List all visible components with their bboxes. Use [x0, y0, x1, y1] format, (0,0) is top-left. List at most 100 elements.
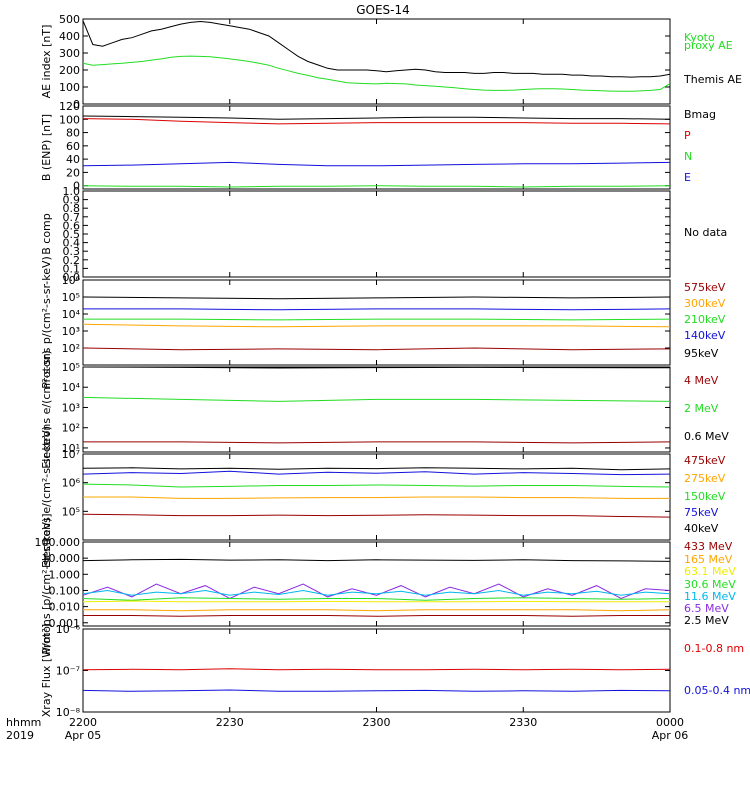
legend-entry: Kyoto — [684, 31, 715, 44]
legend-entry: 2 MeV — [684, 402, 719, 415]
y-tick-label: 0.5 — [63, 228, 81, 241]
y-axis-label: Electrons e/(cm²-s-sr-keV) — [40, 426, 53, 568]
y-tick-label: 10⁻⁸ — [56, 706, 81, 719]
series-line-green — [83, 318, 671, 321]
y-axis-label: B (ENP) [nT] — [40, 114, 53, 181]
y-tick-label: 10⁶ — [62, 274, 81, 287]
legend-entry: 475keV — [684, 454, 726, 467]
y-tick-label: 60 — [66, 140, 80, 153]
series-line-black — [82, 467, 671, 471]
y-tick-label: 10⁻⁷ — [56, 665, 80, 678]
panel-frame — [82, 541, 671, 627]
legend-entry: 2.5 MeV — [684, 614, 729, 627]
legend-entry: 6.5 MeV — [684, 602, 729, 615]
legend-entry: 210keV — [684, 313, 726, 326]
y-tick-label: 10⁵ — [62, 291, 80, 304]
y-tick-label: 500 — [59, 13, 80, 26]
y-tick-label: 10² — [62, 342, 80, 355]
series-line-blue — [82, 161, 671, 167]
series-line-black — [82, 296, 671, 300]
series-line-green — [82, 483, 671, 488]
y-axis-label: AE index [nT] — [40, 25, 53, 99]
plot-title: GOES-14 — [356, 3, 410, 17]
legend-entry: N — [684, 150, 692, 163]
y-tick-label: 1.0 — [63, 185, 81, 198]
y-tick-label: 0.1 — [63, 262, 81, 275]
series-line-yellow — [82, 600, 670, 603]
y-tick-label: 0.8 — [63, 202, 81, 215]
time-axis-year: 2019 — [6, 729, 34, 742]
y-tick-label: 100 — [59, 113, 80, 126]
time-tick-label: 2230 — [216, 716, 244, 729]
y-tick-label: 10⁷ — [62, 448, 80, 461]
legend-entry: 575keV — [684, 281, 726, 294]
y-tick-label: 0.9 — [63, 194, 81, 207]
y-tick-label: 10³ — [62, 325, 80, 338]
series-line-cyan — [82, 589, 671, 596]
series-line-green — [82, 55, 671, 92]
series-line-black — [82, 20, 671, 78]
legend-entry: Themis AE — [683, 73, 742, 86]
legend-entry: 150keV — [684, 490, 726, 503]
series-line-black — [82, 558, 671, 562]
panel-frame — [82, 18, 671, 105]
y-tick-label: 120 — [59, 100, 80, 113]
series-line-red — [82, 668, 671, 671]
y-axis-label: Xray Flux [W/m²] — [40, 624, 53, 717]
y-axis-label: Protons [p/(cm²-sr-s-keV)] — [40, 513, 53, 654]
y-tick-label: 10.000 — [42, 552, 81, 565]
legend-entry: 165 MeV — [684, 553, 733, 566]
y-tick-label: 100 — [59, 81, 80, 94]
y-tick-label: 0.4 — [63, 237, 81, 250]
panel-frame — [82, 628, 671, 713]
y-tick-label: 200 — [59, 64, 80, 77]
series-line-orange — [83, 496, 670, 499]
time-tick-label: 2330 — [509, 716, 537, 729]
y-tick-label: 400 — [59, 30, 80, 43]
y-tick-label: 0.7 — [63, 211, 81, 224]
y-axis-label: Protons p/(cm²-s-sr-keV) — [40, 256, 53, 389]
y-tick-label: 0 — [73, 98, 80, 111]
legend-entry: 433 MeV — [684, 540, 733, 553]
legend-entry: 0.05-0.4 nm — [684, 684, 750, 697]
y-tick-label: 0.001 — [49, 617, 81, 630]
y-tick-label: 100.000 — [35, 536, 81, 549]
series-line-blue — [83, 308, 671, 311]
legend-entry: 11.6 MeV — [684, 590, 736, 603]
legend-entry: No data — [684, 226, 727, 239]
y-tick-label: 0.100 — [49, 584, 81, 597]
series-line-darkred — [82, 513, 671, 518]
y-tick-label: 0.6 — [63, 219, 81, 232]
series-line-orange — [82, 323, 671, 328]
series-line-black — [82, 115, 671, 120]
time-axis-prefix: hhmm — [6, 716, 41, 729]
series-line-red — [82, 118, 671, 125]
y-tick-label: 300 — [59, 47, 80, 60]
series-line-purple — [82, 583, 671, 600]
legend-entry: 140keV — [684, 329, 726, 342]
y-axis-label: Electrons e/(cm²-s-sr) — [40, 350, 53, 469]
y-tick-label: 10² — [62, 422, 80, 435]
y-tick-label: 10⁵ — [62, 505, 80, 518]
time-tick-label: 2300 — [363, 716, 391, 729]
legend-entry: P — [684, 129, 691, 142]
y-tick-label: 0 — [73, 180, 80, 193]
legend-entry: 30.6 MeV — [684, 578, 736, 591]
series-line-darkred — [83, 441, 671, 444]
legend-entry: 75keV — [684, 506, 719, 519]
legend-entry: 4 MeV — [684, 374, 719, 387]
legend-entry: 63.1 MeV — [684, 565, 736, 578]
time-tick-label: 2200 — [69, 716, 97, 729]
y-tick-label: 0.3 — [63, 245, 81, 258]
y-axis-label: B comp — [40, 213, 53, 255]
legend-entry: 0.1-0.8 nm — [684, 642, 744, 655]
time-tick-date: Apr 06 — [652, 729, 689, 742]
y-tick-label: 40 — [66, 153, 80, 166]
panel-frame — [82, 453, 671, 541]
y-tick-label: 10⁵ — [62, 361, 80, 374]
legend-entry: 300keV — [684, 297, 726, 310]
